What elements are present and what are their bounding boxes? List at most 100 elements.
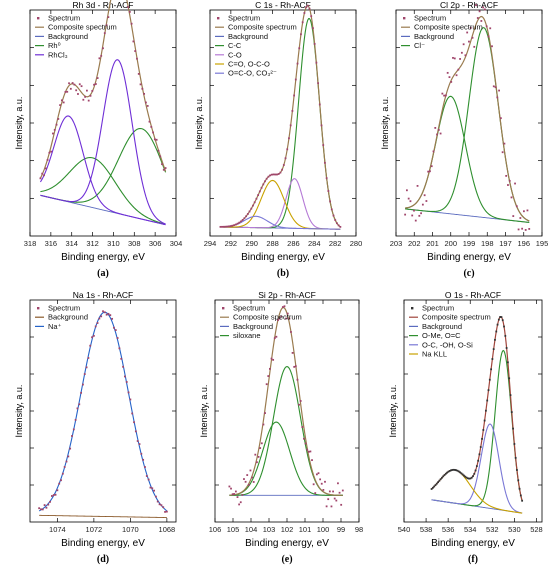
spectrum-point	[434, 484, 437, 487]
x-tick-label: 316	[45, 239, 58, 248]
spectrum-point	[142, 458, 145, 461]
spectrum-point	[437, 129, 440, 131]
spectrum-point	[270, 357, 273, 360]
spectrum-point	[69, 447, 72, 450]
spectrum-point	[320, 124, 323, 127]
spectrum-point	[447, 470, 450, 473]
component-peak-line	[220, 215, 341, 230]
spectrum-point	[233, 493, 236, 495]
spectrum-point	[521, 227, 524, 230]
spectrum-point	[509, 394, 512, 397]
panel-title: O 1s - Rh-ACF	[445, 290, 501, 300]
legend-label: siloxane	[233, 331, 261, 340]
spectrum-point	[485, 25, 488, 28]
spectrum-point	[87, 357, 90, 359]
legend-label: O-Me, O=C	[422, 331, 461, 340]
spectrum-point	[222, 225, 225, 228]
component-peak-line	[39, 115, 166, 226]
spectrum-point	[328, 490, 331, 493]
legend-label: Background	[233, 322, 273, 331]
spectrum-point	[103, 32, 106, 35]
x-tick-label: 538	[420, 525, 433, 534]
spectrum-point	[236, 496, 239, 498]
spectrum-point	[129, 398, 132, 401]
composite-spectrum-line	[39, 0, 167, 179]
spectrum-point	[288, 137, 290, 140]
spectrum-point	[93, 83, 95, 86]
panel-tag: (b)	[277, 268, 289, 279]
spectrum-point	[65, 460, 68, 463]
spectrum-point	[258, 190, 261, 193]
spectrum-point	[469, 26, 472, 29]
spectrum-point	[44, 167, 47, 170]
spectrum-point	[87, 99, 90, 102]
x-tick-label: 106	[209, 525, 222, 534]
spectrum-point	[298, 403, 300, 406]
component-peak-line	[431, 423, 523, 514]
x-tick-label: 286	[287, 239, 300, 248]
spectrum-point	[226, 225, 229, 228]
background-line	[39, 514, 167, 519]
x-tick-label: 195	[536, 239, 549, 248]
spectrum-point	[471, 36, 474, 39]
spectrum-point	[320, 482, 323, 485]
spectrum-point	[450, 81, 453, 83]
spectrum-point	[301, 21, 304, 24]
spectrum-point	[49, 500, 51, 503]
spectrum-point	[125, 381, 128, 383]
spectrum-point	[460, 472, 463, 475]
spectrum-point	[284, 157, 287, 160]
x-tick-label: 288	[266, 239, 279, 248]
panel-3: 1074 1072 1070 1068 Na 1s - Rh-ACF Binding en…	[14, 290, 177, 565]
spectrum-point	[228, 225, 230, 228]
spectrum-point	[512, 215, 515, 217]
panel-title: C 1s - Rh-ACF	[255, 0, 311, 10]
spectrum-point	[54, 493, 57, 496]
spectrum-point	[330, 505, 333, 508]
x-tick-label: 282	[329, 239, 342, 248]
x-tick-label: 102	[281, 525, 294, 534]
spectrum-point	[138, 443, 141, 445]
spectrum-point	[307, 450, 310, 453]
component-peak-line	[229, 421, 343, 496]
spectrum-point	[305, 6, 307, 9]
spectrum-point	[427, 170, 430, 173]
spectrum-point	[39, 177, 42, 180]
spectrum-point	[319, 478, 322, 481]
spectrum-point	[140, 452, 143, 455]
spectrum-point	[526, 209, 529, 212]
spectrum-point	[158, 503, 161, 506]
legend-label: Composite spectrum	[48, 23, 117, 32]
spectrum-point	[120, 357, 123, 360]
spectrum-point	[503, 142, 506, 145]
panel-5: 540 538 536 534 532 530 528 O 1s - Rh-ACF Bindin…	[388, 290, 543, 565]
spectrum-point	[510, 196, 513, 199]
spectrum-point	[499, 316, 502, 318]
spectrum-point	[314, 492, 317, 494]
spectrum-point	[468, 40, 470, 43]
spectrum-point	[153, 138, 156, 141]
spectrum-point	[264, 180, 266, 183]
x-tick-label: 290	[245, 239, 258, 248]
spectrum-point	[322, 144, 325, 146]
spectrum-point	[332, 214, 335, 217]
spectrum-point	[512, 427, 514, 430]
spectrum-point	[325, 177, 328, 180]
spectrum-point	[262, 183, 265, 186]
x-axis-label: Binding energy, eV	[61, 252, 145, 263]
spectrum-point	[324, 480, 326, 483]
spectrum-point	[451, 469, 454, 471]
spectrum-point	[510, 411, 513, 414]
spectrum-point	[69, 87, 72, 90]
spectrum-point	[482, 6, 485, 9]
legend-label: Spectrum	[414, 14, 446, 23]
legend-label: Composite spectrum	[414, 23, 483, 32]
spectrum-point	[288, 317, 291, 320]
spectrum-point	[231, 224, 234, 227]
spectrum-point	[243, 217, 246, 220]
spectrum-point	[52, 132, 54, 135]
spectrum-point	[433, 485, 436, 488]
spectrum-point	[132, 40, 135, 43]
spectrum-point	[234, 490, 237, 493]
spectrum-point	[274, 173, 277, 176]
